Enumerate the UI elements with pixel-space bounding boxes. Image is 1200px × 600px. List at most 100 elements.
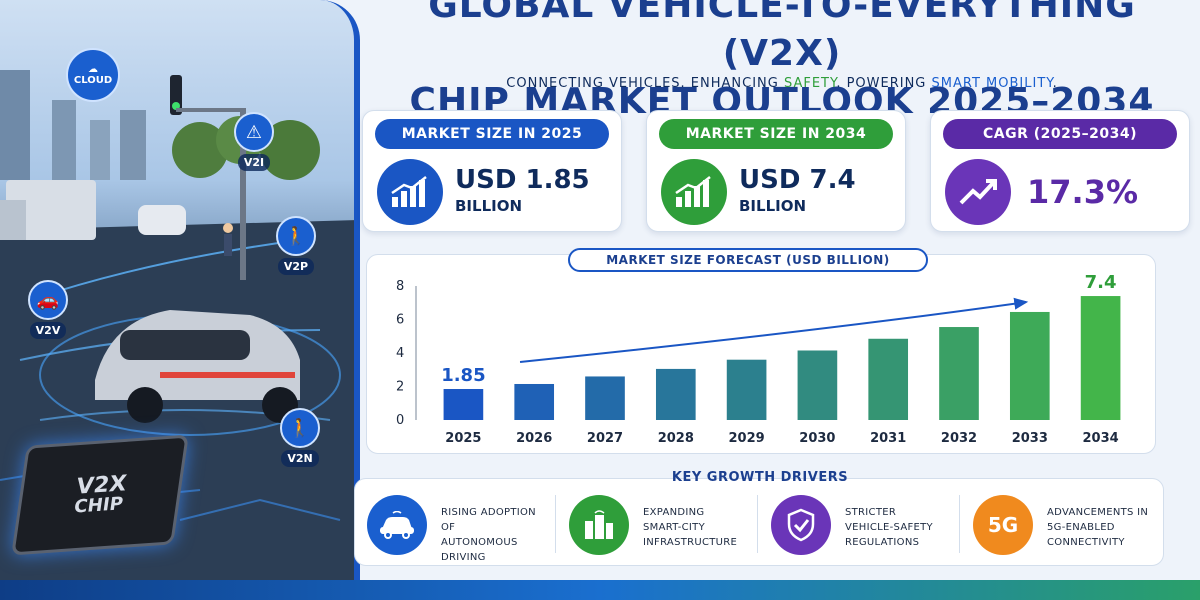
driver-line: REGULATIONS (845, 537, 920, 548)
car-icon: 🚗 (28, 280, 68, 320)
card-value: 17.3% (1027, 173, 1139, 211)
bar-2029 (726, 359, 767, 420)
hero-illustration: ☁ CLOUD ⚠ V2I 🚶 V2P 🚗 V2V 🚶 V2N V2X CHIP (0, 0, 360, 600)
cloud-badge: ☁ CLOUD (66, 48, 120, 102)
driver-text: EXPANDING SMART-CITY INFRASTRUCTURE (643, 505, 755, 550)
v2n-badge: 🚶 V2N (280, 408, 320, 467)
v2i-label: V2I (237, 154, 271, 171)
trend-arrow (519, 297, 1029, 363)
y-tick-label: 0 (396, 413, 404, 428)
card-label: MARKET SIZE IN 2034 (659, 119, 893, 149)
x-tick-label: 2029 (729, 431, 765, 446)
card-label: MARKET SIZE IN 2025 (375, 119, 609, 149)
bar-2032 (939, 327, 979, 420)
driver-line: ADVANCEMENTS IN (1047, 507, 1149, 518)
footer-bar (0, 580, 1200, 600)
bar-2026 (514, 383, 555, 420)
driver-line: AUTONOMOUS (441, 537, 518, 548)
card-market-2025: MARKET SIZE IN 2025 USD 1.85 BILLION (362, 110, 622, 232)
driver-text: STRICTER VEHICLE-SAFETY REGULATIONS (845, 505, 957, 550)
forecast-bar-chart: 0 2 4 6 8 2025 2026 2027 2028 2029 2030 2031 2032 20… (396, 272, 1121, 446)
divider (555, 495, 556, 553)
card-value: USD 1.85 (455, 165, 590, 195)
trend-up-icon (945, 159, 1011, 225)
chart-title: MARKET SIZE FORECAST (USD BILLION) (568, 248, 928, 272)
bar-2027 (585, 376, 625, 420)
5g-icon: 5G (973, 495, 1033, 555)
driver-line: CONNECTIVITY (1047, 537, 1125, 548)
x-tick-label: 2027 (587, 431, 623, 446)
car-icon (367, 495, 427, 555)
driver-5g-connectivity: 5G ADVANCEMENTS IN 5G-ENABLED CONNECTIVI… (961, 493, 1159, 555)
traffic-light-icon: ⚠ (234, 112, 274, 152)
cloud-icon: ☁ CLOUD (66, 48, 120, 102)
v2x-chip: V2X CHIP (11, 434, 189, 556)
x-tick-label: 2031 (870, 431, 906, 446)
subtitle-part-c: . POWERING (836, 76, 932, 91)
chip-label-line2: CHIP (72, 493, 125, 518)
driver-line: VEHICLE-SAFETY (845, 522, 933, 533)
driver-line: DRIVING (441, 552, 486, 563)
cloud-label: CLOUD (73, 75, 113, 86)
driver-line: INFRASTRUCTURE (643, 537, 738, 548)
driver-line: SMART-CITY (643, 522, 705, 533)
driver-text: ADVANCEMENTS IN 5G-ENABLED CONNECTIVITY (1047, 505, 1159, 550)
x-tick-label: 2025 (445, 431, 481, 446)
x-tick-label: 2032 (941, 431, 977, 446)
v2p-badge: 🚶 V2P (276, 216, 316, 275)
y-tick-label: 6 (396, 313, 404, 328)
driver-line: EXPANDING (643, 507, 705, 518)
v2i-badge: ⚠ V2I (234, 112, 274, 171)
driver-line: RISING ADOPTION OF (441, 507, 536, 533)
card-unit: BILLION (455, 197, 523, 215)
data-label-2025: 1.85 (441, 365, 485, 386)
card-market-2034: MARKET SIZE IN 2034 USD 7.4 BILLION (646, 110, 906, 232)
driver-line: STRICTER (845, 507, 897, 518)
bar-2031 (868, 338, 909, 420)
y-tick-label: 2 (396, 380, 404, 395)
v2n-label: V2N (281, 450, 319, 467)
driver-autonomous-driving: RISING ADOPTION OF AUTONOMOUS DRIVING (355, 493, 553, 563)
x-tick-label: 2028 (658, 431, 694, 446)
x-tick-label: 2033 (1012, 431, 1048, 446)
data-label-2034: 7.4 (1085, 272, 1117, 293)
subtitle: CONNECTING VEHICLES. ENHANCING SAFETY. P… (372, 76, 1192, 91)
card-unit: BILLION (739, 197, 807, 215)
city-icon (569, 495, 629, 555)
driver-text: RISING ADOPTION OF AUTONOMOUS DRIVING (441, 505, 553, 565)
divider (757, 495, 758, 553)
card-cagr: CAGR (2025–2034) 17.3% (930, 110, 1190, 232)
shield-icon (771, 495, 831, 555)
bar-2034 (1080, 296, 1121, 420)
title-line-1: GLOBAL VEHICLE-TO-EVERYTHING (V2X) (428, 0, 1136, 74)
v2v-label: V2V (29, 322, 67, 339)
x-tick-label: 2030 (799, 431, 835, 446)
v2v-badge: 🚗 V2V (28, 280, 68, 339)
bar-2030 (797, 350, 838, 420)
y-tick-label: 4 (396, 346, 404, 361)
x-tick-label: 2034 (1083, 431, 1119, 446)
subtitle-part-e: . (1052, 76, 1058, 91)
growth-chart-icon (661, 159, 727, 225)
x-tick-label: 2026 (516, 431, 552, 446)
bar-2033 (1009, 311, 1050, 420)
driver-smart-city: EXPANDING SMART-CITY INFRASTRUCTURE (557, 493, 755, 555)
y-tick-label: 8 (396, 279, 404, 294)
growth-drivers-panel: RISING ADOPTION OF AUTONOMOUS DRIVING EX… (354, 478, 1164, 566)
drivers-title: KEY GROWTH DRIVERS (671, 470, 849, 485)
bar-2028 (655, 368, 696, 420)
driver-safety-regulations: STRICTER VEHICLE-SAFETY REGULATIONS (759, 493, 957, 555)
card-label: CAGR (2025–2034) (943, 119, 1177, 149)
subtitle-smart-mobility: SMART MOBILITY (931, 76, 1053, 91)
bar-2025 (443, 389, 484, 420)
growth-chart-icon (377, 159, 443, 225)
divider (959, 495, 960, 553)
subtitle-safety: SAFETY (783, 76, 837, 91)
network-walker-icon: 🚶 (280, 408, 320, 448)
subtitle-part-a: CONNECTING VEHICLES. ENHANCING (506, 76, 784, 91)
pedestrian-icon: 🚶 (276, 216, 316, 256)
card-value: USD 7.4 (739, 165, 856, 195)
driver-line: 5G-ENABLED (1047, 522, 1115, 533)
v2p-label: V2P (277, 258, 315, 275)
page-title: GLOBAL VEHICLE-TO-EVERYTHING (V2X) CHIP … (372, 0, 1192, 126)
